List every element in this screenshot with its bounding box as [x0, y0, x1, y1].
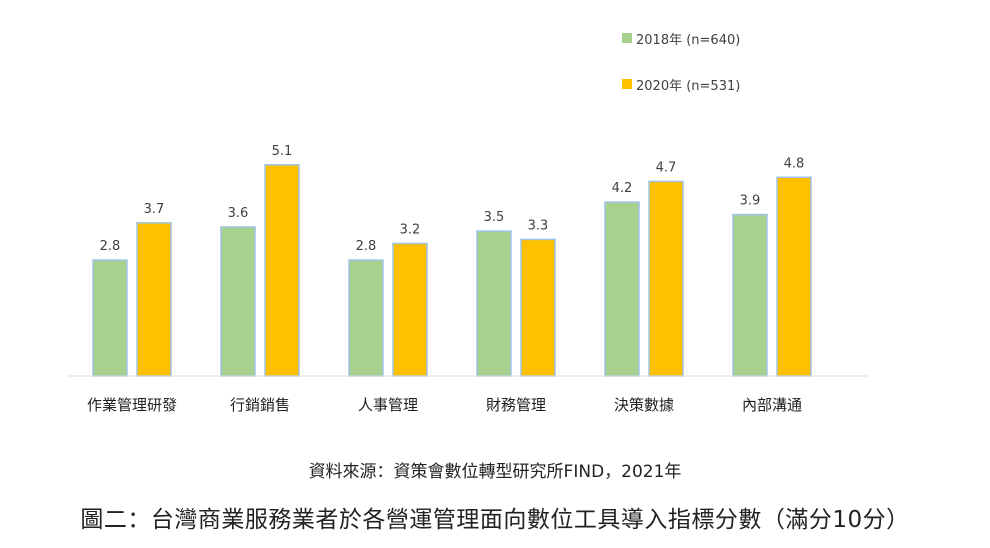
legend-label-2018: 2018年 (n=640)	[636, 32, 741, 48]
legend: 2018年 (n=640) 2020年 (n=531)	[622, 28, 740, 120]
data-label-2020-5: 4.8	[784, 156, 805, 171]
bar-2020-5	[776, 176, 812, 377]
category-label-0: 作業管理研發	[87, 396, 177, 414]
bar-2018-0	[92, 259, 128, 377]
data-label-2018-2: 2.8	[356, 239, 377, 254]
bar-2020-2	[392, 242, 428, 377]
data-label-2020-0: 3.7	[144, 202, 165, 217]
bar-2018-4	[604, 201, 640, 377]
category-label-2: 人事管理	[358, 396, 418, 414]
category-labels-group: 作業管理研發 行銷銷售 人事管理 財務管理 決策數據 內部溝通	[87, 396, 802, 414]
bar-2018-5	[732, 213, 768, 377]
category-label-4: 決策數據	[614, 396, 674, 414]
bars-group	[92, 164, 812, 377]
value-labels-group: 2.8 3.7 3.6 5.1 2.8 3.2 3.5 3.3 4.2 4.7 3.9 4.8	[100, 144, 805, 254]
bar-2020-3	[520, 238, 556, 377]
data-label-2018-4: 4.2	[612, 181, 633, 196]
data-label-2020-1: 5.1	[272, 144, 293, 159]
data-label-2018-1: 3.6	[228, 206, 249, 221]
data-label-2018-3: 3.5	[484, 210, 505, 225]
data-label-2018-5: 3.9	[740, 194, 761, 209]
bar-2020-1	[264, 164, 300, 377]
bar-2018-2	[348, 259, 384, 377]
legend-item-2018: 2018年 (n=640)	[622, 28, 740, 48]
bar-2018-1	[220, 226, 256, 377]
data-label-2020-2: 3.2	[400, 223, 421, 238]
category-label-3: 財務管理	[486, 396, 546, 414]
source-note: 資料來源：資策會數位轉型研究所FIND，2021年	[308, 462, 682, 482]
data-label-2018-0: 2.8	[100, 239, 121, 254]
category-label-1: 行銷銷售	[230, 396, 290, 414]
data-label-2020-4: 4.7	[656, 160, 677, 175]
legend-swatch-2018	[622, 33, 632, 43]
bar-2020-4	[648, 180, 684, 377]
data-label-2020-3: 3.3	[528, 218, 549, 233]
bar-2020-0	[136, 222, 172, 377]
bar-2018-3	[476, 230, 512, 377]
figure-caption: 圖二：台灣商業服務業者於各營運管理面向數位工具導入指標分數（滿分10分）	[80, 507, 910, 533]
legend-swatch-2020	[622, 79, 632, 89]
legend-label-2020: 2020年 (n=531)	[636, 78, 741, 94]
category-label-5: 內部溝通	[742, 396, 802, 414]
legend-item-2020: 2020年 (n=531)	[622, 74, 740, 94]
